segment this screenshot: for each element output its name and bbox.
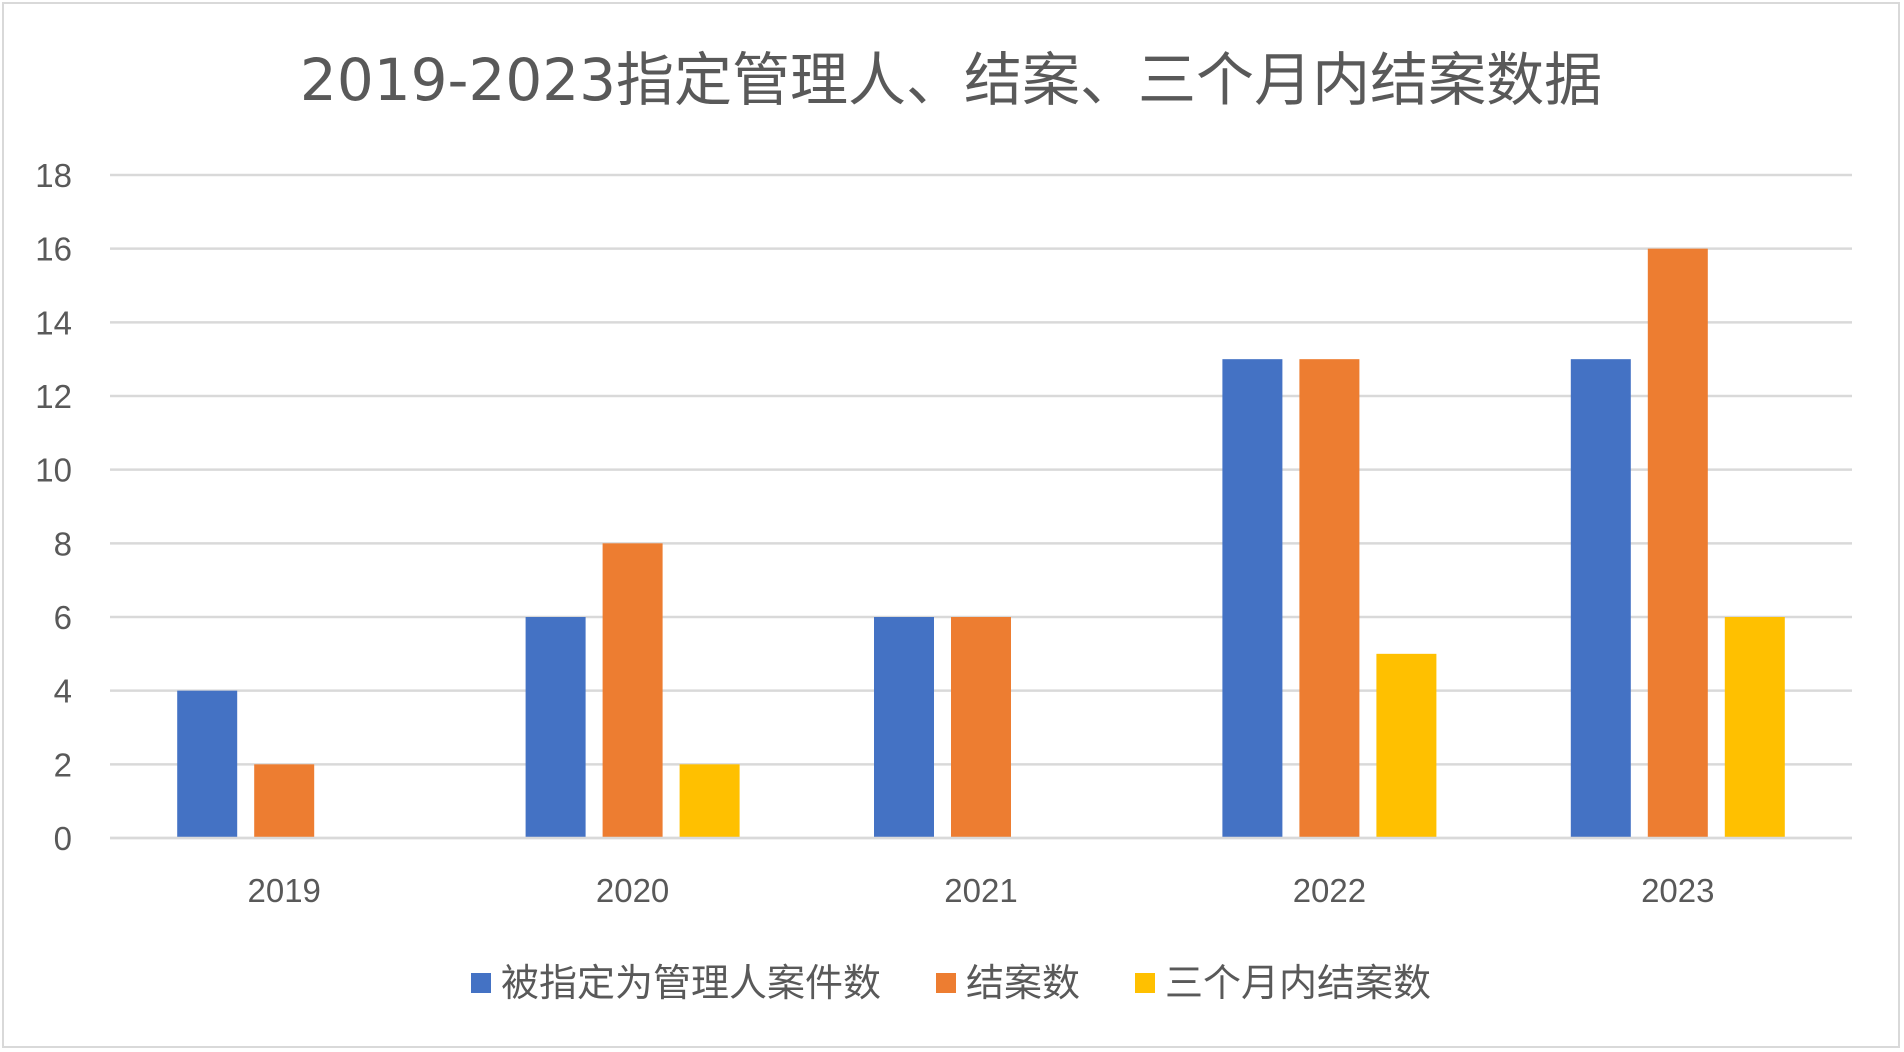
bar-2020-series-3 [679, 764, 740, 838]
bar-2023-series-3 [1724, 617, 1785, 838]
y-tick-label: 14 [35, 304, 72, 341]
legend: 被指定为管理人案件数 结案数 三个月内结案数 [471, 961, 1431, 1005]
bar-2020-series-1 [525, 617, 586, 838]
bar-2019-series-1 [177, 690, 238, 838]
y-tick-label: 10 [35, 452, 72, 489]
legend-label-2: 结案数 [966, 961, 1080, 1005]
bars [177, 248, 1785, 838]
y-axis-ticks: 0 2 4 6 8 10 12 14 16 18 [35, 157, 72, 857]
y-tick-label: 2 [54, 746, 72, 783]
bar-2021-series-2 [951, 617, 1011, 838]
bar-2022-series-1 [1222, 359, 1283, 838]
x-tick-label: 2019 [247, 872, 320, 909]
bar-2022-series-2 [1299, 359, 1360, 838]
x-tick-label: 2023 [1641, 872, 1714, 909]
chart-title: 2019-2023指定管理人、结案、三个月内结案数据 [300, 46, 1602, 114]
x-tick-label: 2020 [596, 872, 669, 909]
legend-label-1: 被指定为管理人案件数 [501, 961, 881, 1005]
y-tick-label: 4 [54, 673, 72, 710]
bar-2020-series-2 [602, 543, 663, 838]
legend-label-3: 三个月内结案数 [1165, 961, 1431, 1005]
y-tick-label: 6 [54, 599, 72, 636]
x-axis-ticks: 2019 2020 2021 2022 2023 [247, 872, 1714, 909]
bar-2019-series-2 [254, 764, 315, 838]
legend-swatch-1 [471, 973, 491, 993]
bar-2021-series-1 [874, 617, 934, 838]
y-tick-label: 8 [54, 525, 72, 562]
bar-2022-series-3 [1376, 653, 1437, 838]
legend-swatch-3 [1135, 973, 1155, 993]
x-tick-label: 2021 [944, 872, 1017, 909]
legend-swatch-2 [936, 973, 956, 993]
y-tick-label: 0 [54, 820, 72, 857]
x-tick-label: 2022 [1293, 872, 1366, 909]
bar-2023-series-1 [1570, 359, 1631, 838]
y-tick-label: 12 [35, 378, 72, 415]
bar-2023-series-2 [1647, 248, 1708, 838]
y-tick-label: 18 [35, 157, 72, 194]
y-tick-label: 16 [35, 231, 72, 268]
